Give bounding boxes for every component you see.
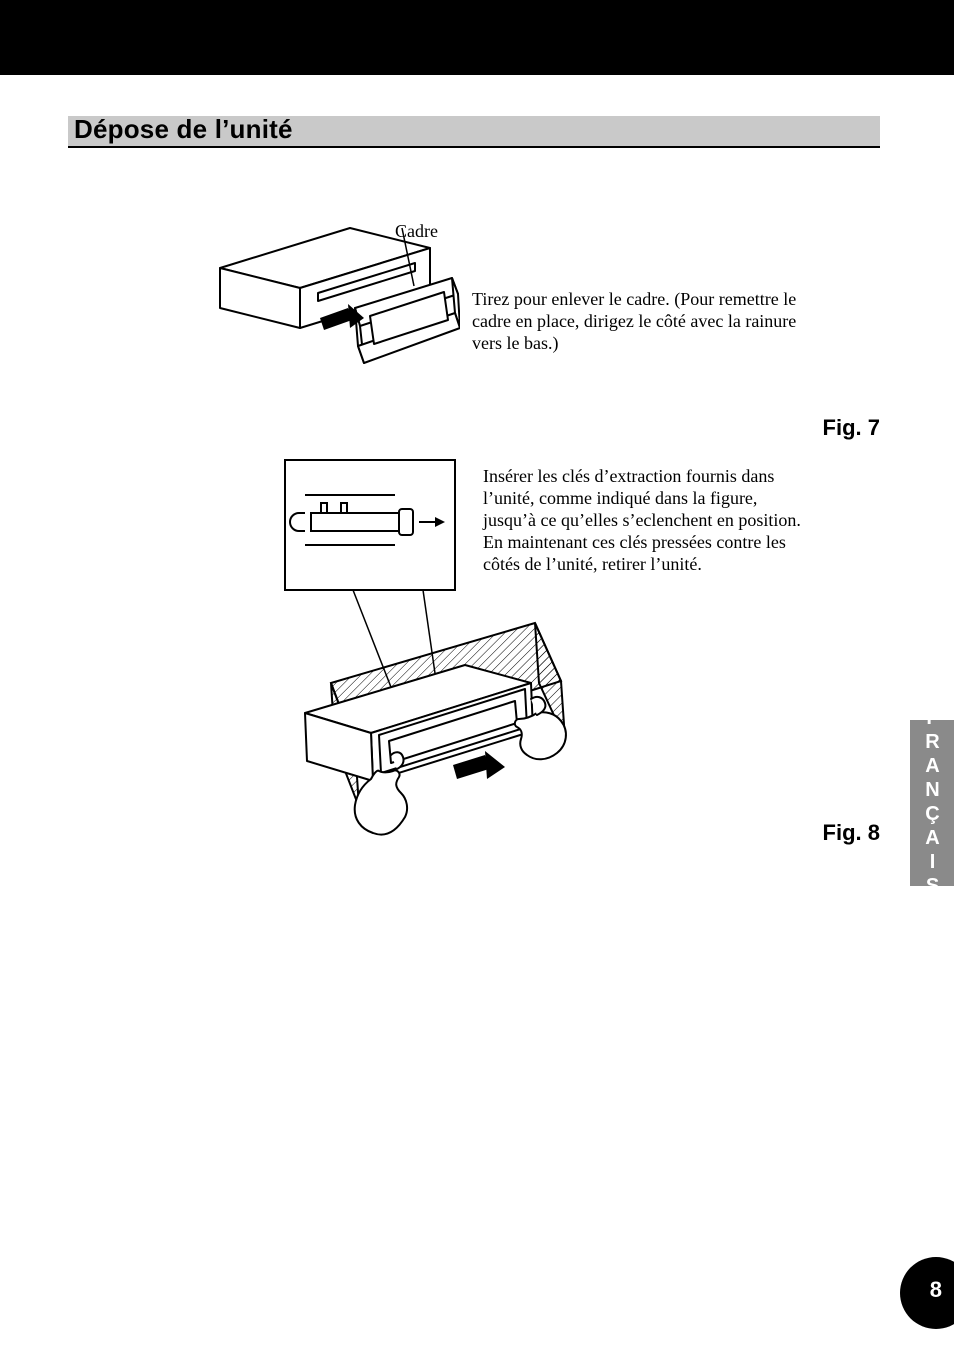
figure-7-number: Fig. 7 xyxy=(823,415,880,441)
figure-8-caption: Insérer les clés d’extraction fournis da… xyxy=(483,465,813,575)
figure-7-caption: Tirez pour enlever le cadre. (Pour remet… xyxy=(472,288,822,354)
page-number-circle xyxy=(900,1257,954,1329)
page-number-badge: 8 xyxy=(908,1269,954,1315)
figure-7-part-label: Cadre xyxy=(395,221,438,242)
figure-8-block: Insérer les clés d’extraction fournis da… xyxy=(275,455,875,855)
language-tab-label: FRANÇAIS xyxy=(921,707,944,899)
figure-8-number: Fig. 8 xyxy=(823,820,880,846)
section-heading-band: Dépose de l’unité xyxy=(68,116,880,148)
section-heading-text: Dépose de l’unité xyxy=(74,114,293,145)
figure-7-block: Cadre Tirez pour enlever le cadre. (Pour… xyxy=(200,196,880,426)
language-tab: FRANÇAIS xyxy=(910,720,954,886)
top-black-bar xyxy=(0,0,954,75)
section-heading-rule xyxy=(68,146,880,148)
page-number-text: 8 xyxy=(930,1277,942,1303)
manual-page: Dépose de l’unité xyxy=(0,0,954,1355)
